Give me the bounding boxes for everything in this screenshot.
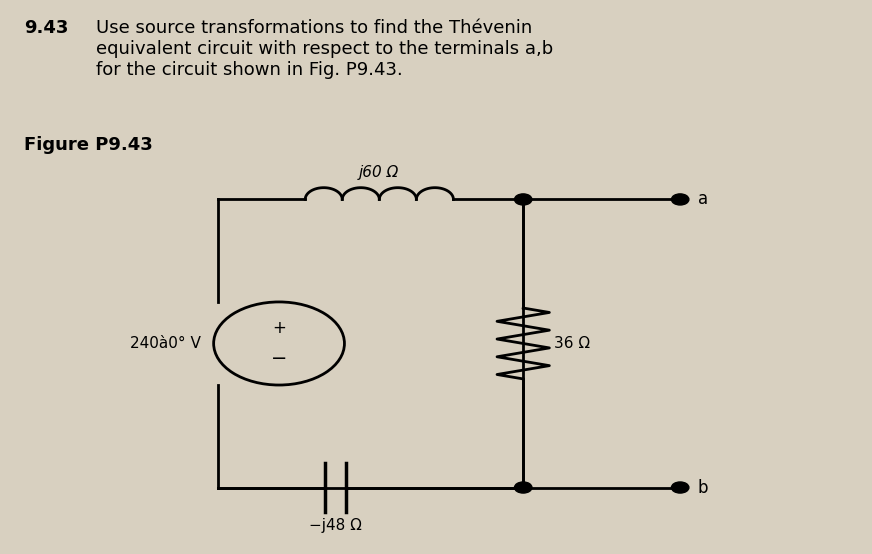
Text: 36 Ω: 36 Ω [554,336,589,351]
Text: b: b [698,479,708,496]
Text: 9.43: 9.43 [24,19,69,37]
Text: −: − [271,350,287,368]
Text: +: + [272,319,286,337]
Text: j60 Ω: j60 Ω [359,165,399,180]
Circle shape [514,482,532,493]
Text: 240à0° V: 240à0° V [130,336,201,351]
Circle shape [671,194,689,205]
Text: −j48 Ω: −j48 Ω [310,518,362,533]
Text: Use source transformations to find the Thévenin
equivalent circuit with respect : Use source transformations to find the T… [96,19,553,79]
Text: Figure P9.43: Figure P9.43 [24,136,153,153]
Circle shape [514,194,532,205]
Text: a: a [698,191,708,208]
Circle shape [671,482,689,493]
